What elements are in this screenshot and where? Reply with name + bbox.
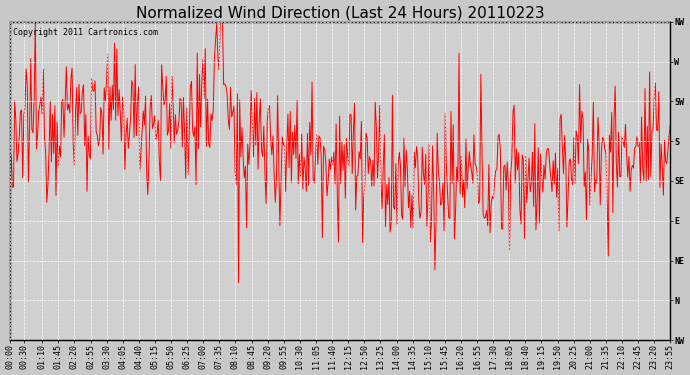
Text: Copyright 2011 Cartronics.com: Copyright 2011 Cartronics.com [13, 28, 159, 37]
Title: Normalized Wind Direction (Last 24 Hours) 20110223: Normalized Wind Direction (Last 24 Hours… [136, 6, 544, 21]
